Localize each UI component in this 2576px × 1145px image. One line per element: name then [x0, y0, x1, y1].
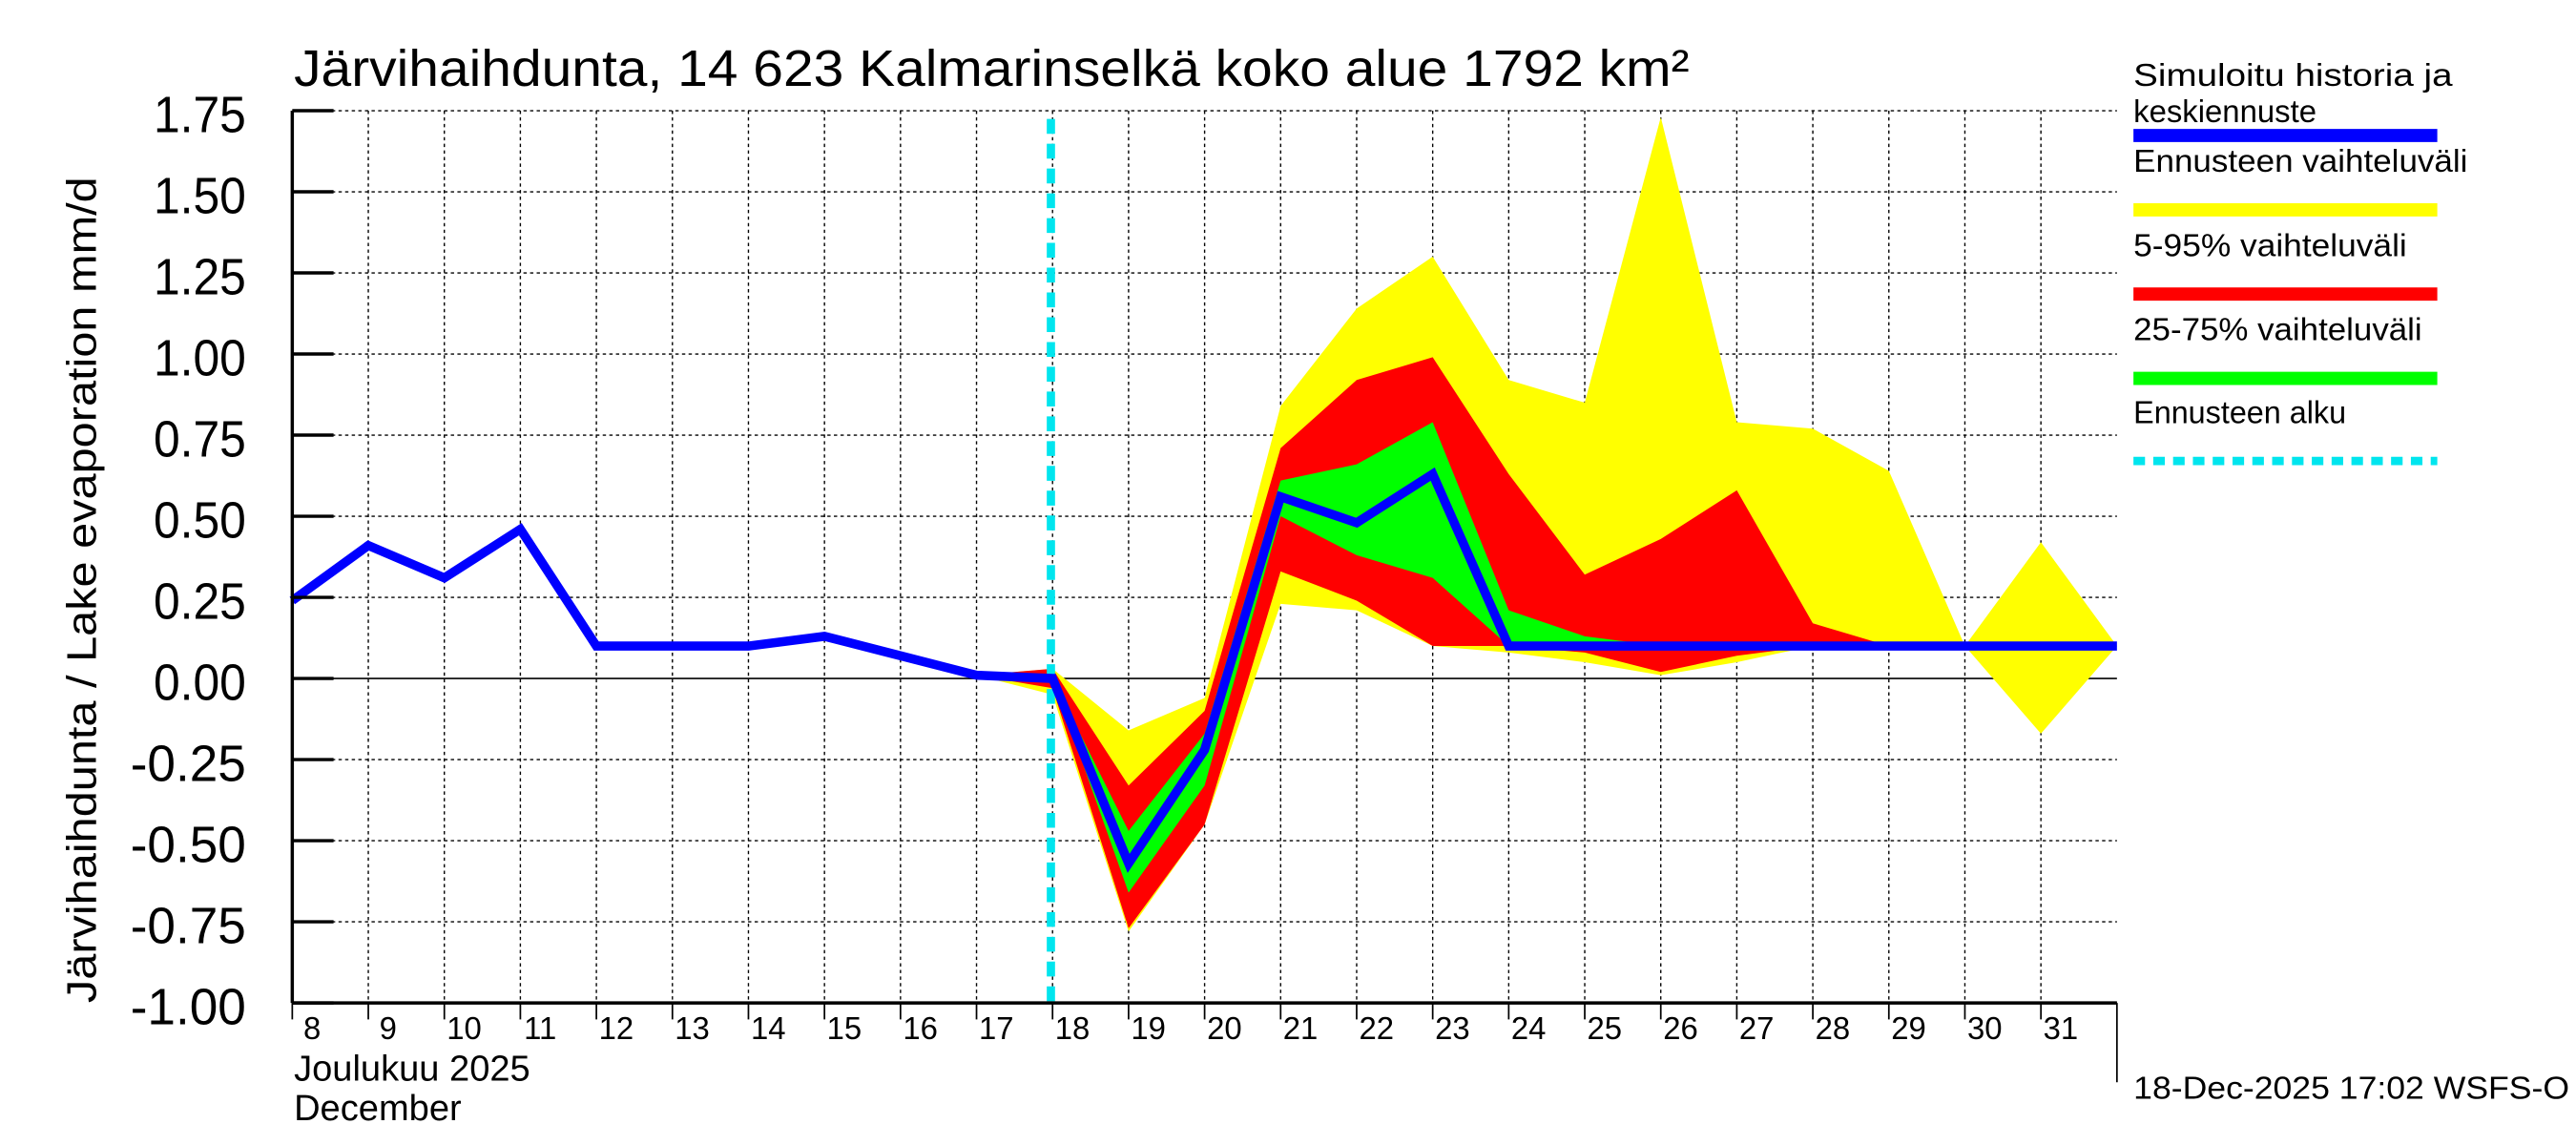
y-axis-label: Järvihaihdunta / Lake evaporation mm/d: [59, 177, 105, 1003]
y-tick-label: 1.00: [154, 330, 246, 387]
footer-timestamp: 18-Dec-2025 17:02 WSFS-O: [2133, 1071, 2569, 1106]
x-tick-label: 20: [1207, 1010, 1242, 1046]
x-axis-label-fi: Joulukuu 2025: [294, 1049, 530, 1089]
y-tick-label: -0.75: [131, 898, 246, 955]
legend-label: Ennusteen vaihteluväli: [2133, 143, 2467, 178]
x-tick-label: 26: [1663, 1010, 1698, 1046]
x-tick-label: 14: [751, 1010, 786, 1046]
y-tick-label: -1.00: [131, 979, 246, 1036]
x-tick-label: 27: [1739, 1010, 1775, 1046]
x-tick-label: 31: [2044, 1010, 2079, 1046]
x-tick-label: 15: [827, 1010, 862, 1046]
x-tick-label: 24: [1511, 1010, 1547, 1046]
y-tick-label: 1.75: [154, 87, 246, 144]
x-tick-label: 23: [1435, 1010, 1470, 1046]
x-tick-label: 18: [1055, 1010, 1091, 1046]
legend-label: 25-75% vaihteluväli: [2133, 312, 2422, 347]
legend-label: Ennusteen alku: [2133, 394, 2346, 429]
y-tick-label: 0.00: [154, 655, 246, 712]
legend-label-line2: keskiennuste: [2133, 94, 2316, 129]
x-tick-label: 9: [380, 1010, 397, 1046]
band-1: [976, 116, 2117, 932]
x-axis-label-en: December: [294, 1089, 462, 1129]
x-tick-label: 28: [1816, 1010, 1851, 1046]
band-3: [1052, 422, 1661, 893]
x-tick-label: 13: [675, 1010, 710, 1046]
x-tick-label: 22: [1359, 1010, 1394, 1046]
x-tick-label: 29: [1891, 1010, 1926, 1046]
legend-label: Simuloitu historia ja: [2133, 57, 2453, 93]
x-tick-label: 8: [303, 1010, 321, 1046]
y-tick-label: -0.25: [131, 736, 246, 793]
legend-label: 5-95% vaihteluväli: [2133, 227, 2407, 262]
x-tick-label: 16: [903, 1010, 938, 1046]
y-tick-label: 0.50: [154, 492, 246, 550]
y-tick-label: 0.75: [154, 411, 246, 468]
x-tick-label: 19: [1131, 1010, 1166, 1046]
x-tick-label: 17: [979, 1010, 1014, 1046]
x-tick-label: 25: [1588, 1010, 1623, 1046]
chart-title: Järvihaihdunta, 14 623 Kalmarinselkä kok…: [294, 40, 1689, 97]
axes: 1.75 1.50 1.25 1.00 0.75 0.50 0.25 0.00 -0.25 -0.…: [131, 87, 2118, 1083]
x-tick-label: 21: [1283, 1010, 1319, 1046]
y-tick-label: 1.50: [154, 168, 246, 225]
y-tick-label: 0.25: [154, 573, 246, 631]
x-tick-label: 11: [524, 1010, 556, 1046]
x-tick-label: 30: [1967, 1010, 2003, 1046]
x-tick-label: 10: [447, 1010, 482, 1046]
x-tick-label: 12: [599, 1010, 634, 1046]
y-tick-label: 1.25: [154, 249, 246, 306]
y-tick-label: -0.50: [131, 817, 246, 874]
